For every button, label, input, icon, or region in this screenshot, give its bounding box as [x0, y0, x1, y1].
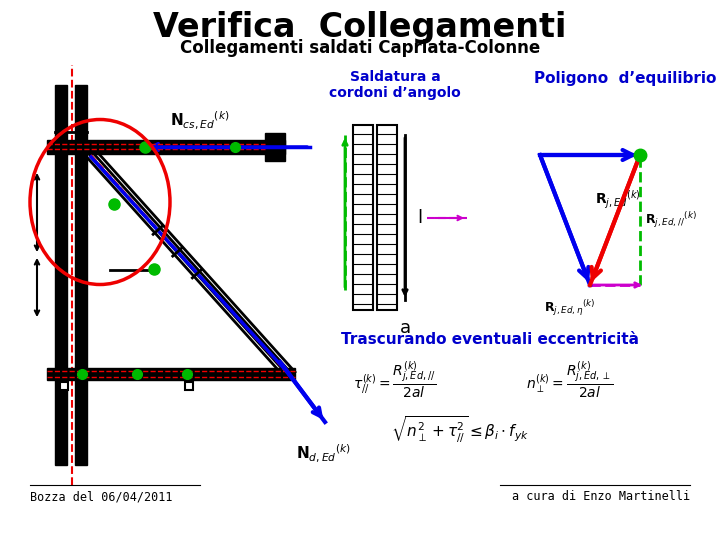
Polygon shape	[47, 368, 295, 380]
Text: a cura di Enzo Martinelli: a cura di Enzo Martinelli	[512, 490, 690, 503]
Text: $\tau_{//}^{(k)} = \dfrac{R_{j,Ed,//}^{(k)}}{2al}$: $\tau_{//}^{(k)} = \dfrac{R_{j,Ed,//}^{(…	[354, 360, 436, 400]
Text: a: a	[400, 319, 410, 337]
Polygon shape	[265, 133, 285, 161]
Text: Verifica  Collegamenti: Verifica Collegamenti	[153, 10, 567, 44]
Text: Collegamenti saldati Capriata-Colonne: Collegamenti saldati Capriata-Colonne	[180, 39, 540, 57]
Text: R$_{j,Ed,\eta}$$^{(k)}$: R$_{j,Ed,\eta}$$^{(k)}$	[544, 298, 595, 318]
Text: Trascurando eventuali eccentricità: Trascurando eventuali eccentricità	[341, 333, 639, 348]
Text: $\sqrt{n_{\perp}^{2}+\tau_{//}^{2}} \leq \beta_i \cdot f_{yk}$: $\sqrt{n_{\perp}^{2}+\tau_{//}^{2}} \leq…	[391, 415, 529, 445]
Text: $n_{\perp}^{(k)} = \dfrac{R_{j,Ed,\perp}^{(k)}}{2al}$: $n_{\perp}^{(k)} = \dfrac{R_{j,Ed,\perp}…	[526, 360, 613, 400]
Bar	[377, 125, 397, 310]
Text: Bozza del 06/04/2011: Bozza del 06/04/2011	[30, 490, 173, 503]
Bar	[60, 382, 68, 390]
Text: R$_{j,Ed,//}$$^{(k)}$: R$_{j,Ed,//}$$^{(k)}$	[645, 210, 697, 230]
Polygon shape	[75, 85, 87, 465]
Bar	[185, 382, 193, 390]
Text: R$_{j,Ed}$$^{(k)}$: R$_{j,Ed}$$^{(k)}$	[595, 189, 641, 211]
Text: Saldatura a
cordoni d’angolo: Saldatura a cordoni d’angolo	[329, 70, 461, 100]
Polygon shape	[47, 140, 285, 154]
Polygon shape	[55, 85, 67, 465]
Text: N$_{d,Ed}$$^{(k)}$: N$_{d,Ed}$$^{(k)}$	[295, 442, 351, 464]
Text: Poligono  d’equilibrio: Poligono d’equilibrio	[534, 71, 716, 85]
Text: l: l	[417, 209, 422, 227]
Bar	[353, 125, 373, 310]
Text: N$_{cs,Ed}$$^{(k)}$: N$_{cs,Ed}$$^{(k)}$	[170, 109, 230, 131]
